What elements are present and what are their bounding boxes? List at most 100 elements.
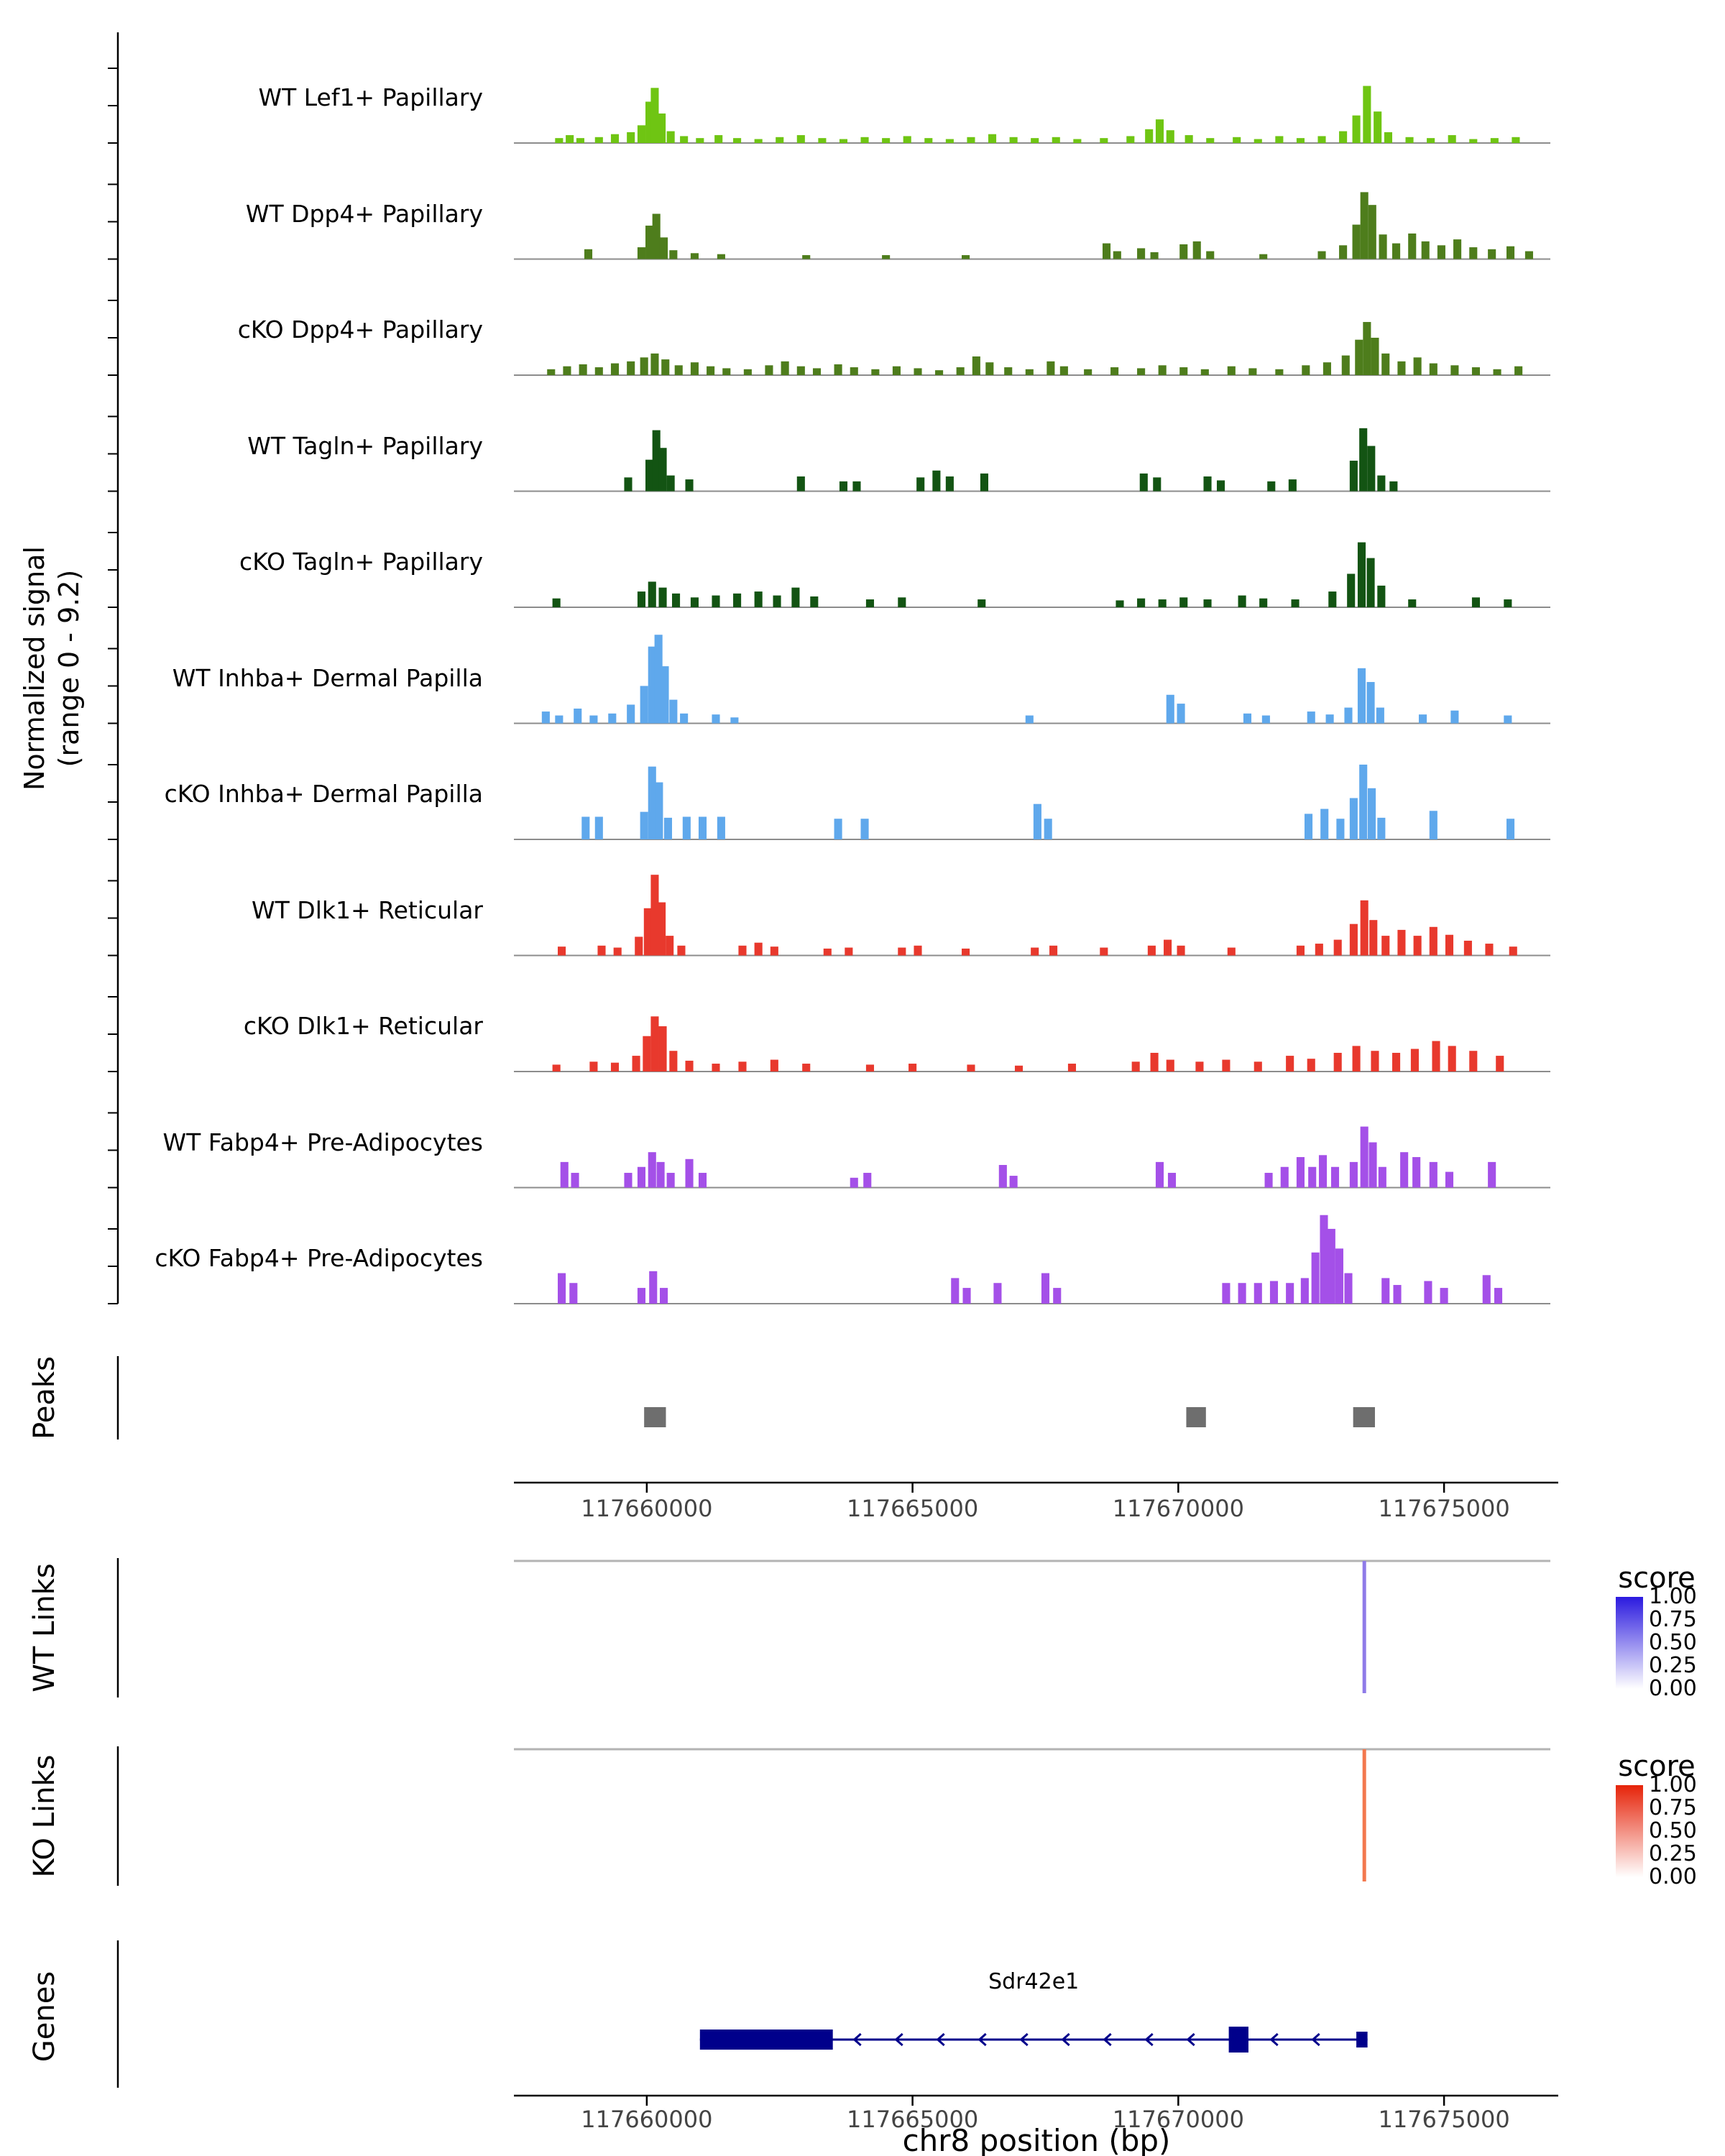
- signal-bar: [1366, 681, 1375, 724]
- signal-bar: [1164, 939, 1172, 956]
- signal-bar: [1429, 926, 1438, 956]
- signal-bar: [1158, 365, 1167, 375]
- signal-bar: [1379, 234, 1387, 259]
- signal-bar: [1296, 1157, 1305, 1188]
- signal-bar: [640, 811, 648, 839]
- signal-bar: [1344, 1273, 1353, 1304]
- signal-bar: [1330, 1166, 1340, 1188]
- signal-bar: [1238, 595, 1246, 607]
- signal-bar: [1177, 945, 1185, 956]
- signal-bar: [632, 1056, 640, 1072]
- signal-bar: [658, 113, 666, 143]
- gene-strand-arrow: [1269, 2032, 1279, 2047]
- signal-bar: [1367, 446, 1376, 492]
- signal-bar: [656, 1161, 665, 1188]
- signal-bar: [1408, 599, 1417, 607]
- signal-bar: [648, 1152, 656, 1188]
- signal-bar: [1137, 368, 1146, 375]
- signal-bar: [671, 593, 681, 607]
- signal-bar: [1317, 136, 1326, 143]
- signal-bar: [1360, 192, 1368, 259]
- signal-bar: [1267, 481, 1276, 492]
- signal-bar: [1100, 138, 1108, 143]
- signal-bar: [707, 366, 715, 375]
- signal-bar: [1137, 598, 1146, 607]
- signal-bar: [1150, 252, 1159, 259]
- signal-bar: [1397, 929, 1406, 956]
- signal-bar: [1025, 715, 1034, 724]
- signal-bar: [558, 1273, 566, 1304]
- signal-bar: [1450, 365, 1459, 375]
- legend-tick-label: 0.75: [1649, 1607, 1697, 1632]
- signal-bar: [1506, 246, 1515, 259]
- gene-strand-arrow: [1311, 2032, 1320, 2047]
- gene-strand-arrow: [852, 2032, 862, 2047]
- signal-bar: [594, 816, 603, 839]
- gene-strand-arrow: [1144, 2032, 1154, 2047]
- track-label: WT Lef1+ Papillary: [258, 83, 483, 111]
- gene-strand-arrow: [936, 2032, 945, 2047]
- signal-bar: [608, 713, 617, 724]
- signal-bar: [682, 816, 691, 839]
- signal-bar: [1179, 244, 1188, 259]
- peak-interval: [644, 1407, 666, 1427]
- signal-bar: [1349, 923, 1358, 956]
- genome-axis-tick-label: 117675000: [1378, 2106, 1510, 2133]
- signal-bar: [1377, 817, 1386, 839]
- signal-bar: [1100, 947, 1108, 956]
- gene-strand-arrow: [1061, 2032, 1070, 2047]
- ko-links-panel-label: KO Links: [28, 1754, 61, 1878]
- signal-bar: [1371, 337, 1379, 375]
- signal-bar: [898, 597, 906, 607]
- signal-bar: [1339, 131, 1348, 143]
- signal-bar: [1053, 1288, 1062, 1304]
- legend-tick-label: 1.00: [1649, 1584, 1697, 1609]
- signal-bar: [1352, 224, 1361, 259]
- signal-bar: [850, 367, 858, 375]
- signal-bar: [1363, 322, 1371, 375]
- signal-bar: [733, 593, 742, 607]
- signal-bar: [1374, 111, 1382, 143]
- signal-bar: [1139, 473, 1148, 492]
- signal-bar: [914, 368, 922, 375]
- signal-bar: [1325, 714, 1334, 724]
- signal-bar: [1311, 1252, 1320, 1304]
- signal-bar: [1286, 1283, 1294, 1304]
- signal-bar: [1004, 367, 1013, 375]
- signal-bar: [1381, 353, 1390, 375]
- track-label: WT Dpp4+ Papillary: [245, 199, 483, 228]
- signal-bar: [1137, 248, 1146, 259]
- signal-bar: [962, 255, 970, 259]
- signal-bar: [998, 1165, 1007, 1188]
- signal-bar: [914, 945, 922, 956]
- legend-tick-label: 0.25: [1649, 1841, 1697, 1866]
- signal-bar: [1366, 558, 1375, 607]
- signal-bar: [985, 362, 994, 375]
- signal-bar: [1014, 1065, 1024, 1072]
- gene-exon: [1356, 2032, 1368, 2047]
- signal-bar: [576, 138, 584, 143]
- signal-bar: [627, 132, 635, 143]
- signal-bar: [730, 717, 739, 724]
- signal-bar: [696, 138, 704, 143]
- signal-bar: [1494, 1288, 1503, 1304]
- signal-bar: [1031, 138, 1039, 143]
- signal-bar: [1155, 1161, 1164, 1188]
- signal-bar: [597, 945, 606, 956]
- signal-bar: [1167, 1172, 1177, 1188]
- signal-bar: [1450, 710, 1459, 724]
- signal-bar: [1308, 1166, 1317, 1188]
- signal-bar: [945, 139, 954, 143]
- wt-links-panel-label: WT Links: [28, 1563, 61, 1692]
- peaks-panel-label: Peaks: [28, 1356, 61, 1439]
- signal-bar: [1368, 205, 1376, 259]
- signal-bar: [892, 366, 901, 375]
- signal-bar: [1206, 251, 1215, 259]
- signal-bar: [1355, 339, 1363, 375]
- signal-bar: [1427, 138, 1435, 143]
- signal-bar: [1490, 138, 1499, 143]
- gene-exon: [1228, 2027, 1248, 2053]
- signal-bar: [924, 138, 933, 143]
- signal-bar: [802, 1064, 811, 1072]
- signal-bar: [1339, 245, 1348, 259]
